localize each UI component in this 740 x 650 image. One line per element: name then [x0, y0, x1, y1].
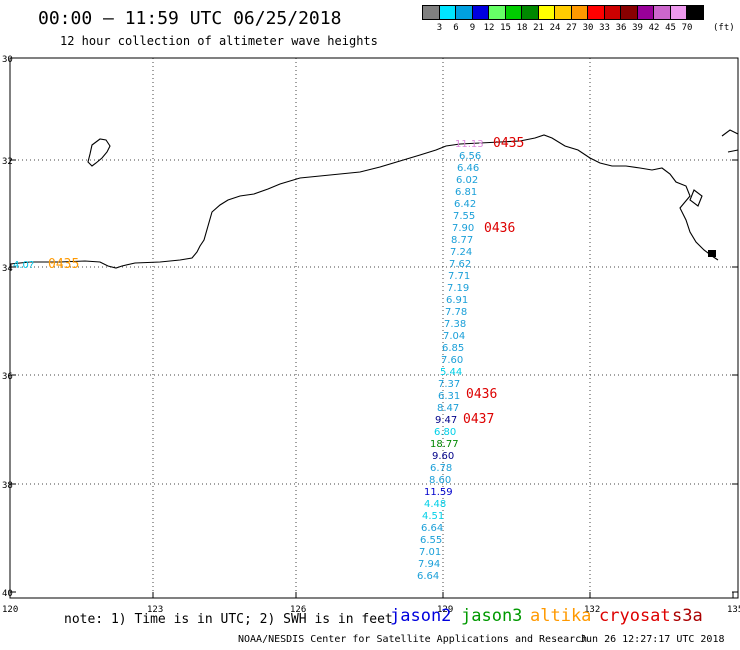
wave-height-value-west: 4.0?: [13, 260, 34, 271]
longitude-label: 129: [437, 605, 453, 615]
color-scale-label: 30: [582, 23, 594, 33]
wave-height-value: 7.94: [418, 559, 440, 570]
color-scale-label: 3: [436, 23, 443, 33]
color-scale-label: 27: [566, 23, 577, 33]
pass-time-label: 0435: [493, 136, 524, 151]
latitude-label: 32: [2, 157, 13, 167]
coastline-main: [9, 134, 719, 269]
wave-height-value: 6.55: [420, 535, 442, 546]
longitude-labels: 120 123 126 129 132 135: [2, 605, 740, 615]
wave-height-value: 18.77: [430, 439, 459, 450]
color-scale-label: 15: [500, 23, 511, 33]
generated-timestamp: Jun 26 12:27:17 UTC 2018: [580, 634, 725, 645]
color-scale-label: 24: [549, 23, 561, 33]
wave-height-value: 7.78: [445, 307, 467, 318]
wave-height-value: 7.37: [438, 379, 460, 390]
wave-height-value: 6.64: [421, 523, 443, 534]
color-scale-label: 45: [665, 23, 676, 33]
color-scale-bar: [422, 5, 704, 20]
latitude-labels: 30 32 34 36 38 40: [2, 55, 13, 599]
black-square-marker: [708, 250, 716, 257]
coastline-east-cape: [721, 129, 739, 137]
coastline: [9, 129, 739, 269]
altimeter-track-values: 6.566.466.026.816.427.557.908.777.247.62…: [13, 136, 524, 582]
legend-jason3: jason3: [461, 606, 523, 626]
latitude-label: 38: [2, 481, 13, 491]
longitude-label: 120: [2, 605, 18, 615]
wave-height-value: 6.85: [442, 343, 464, 354]
color-scale-label: 39: [632, 23, 643, 33]
longitude-label: 132: [584, 605, 600, 615]
wave-height-value: 4.48: [424, 499, 446, 510]
wave-height-value: 7.04: [443, 331, 465, 342]
wave-height-value: 9.47: [435, 415, 457, 426]
longitude-label: 135: [727, 605, 740, 615]
color-scale-label: 36: [615, 23, 627, 33]
wave-height-value: 6.46: [457, 163, 479, 174]
wave-height-value: 6.31: [438, 391, 460, 402]
wave-height-value: 9.60: [432, 451, 454, 462]
wave-height-value: 7.38: [444, 319, 466, 330]
wave-height-value: 8.47: [437, 403, 459, 414]
wave-height-value: 4.51: [422, 511, 444, 522]
color-scale-swatch: [686, 5, 704, 20]
wave-height-value: 6.91: [446, 295, 468, 306]
wave-height-value: 7.71: [448, 271, 470, 282]
latitude-label: 36: [2, 372, 13, 382]
wave-height-value: 6.78: [430, 463, 452, 474]
color-scale-unit: (ft): [713, 23, 735, 33]
wave-height-value: 7.60: [441, 355, 463, 366]
legend-s3a: s3a: [672, 606, 703, 626]
map-title: 00:00 – 11:59 UTC 06/25/2018: [38, 8, 342, 29]
color-scale-label: 18: [516, 23, 528, 33]
wave-height-value: 7.19: [447, 283, 469, 294]
wave-height-value: 7.62: [449, 259, 471, 270]
color-scale-label: 33: [599, 23, 610, 33]
latitude-label: 30: [2, 55, 13, 65]
legend-cryosat: cryosat: [599, 606, 671, 626]
color-scale-label: 9: [469, 23, 476, 33]
wave-height-value: 11.59: [424, 487, 453, 498]
pass-time-label: 0436: [466, 387, 497, 402]
wave-height-value: 5.44: [440, 367, 462, 378]
wave-height-value: 6.56: [459, 151, 481, 162]
longitude-label: 126: [290, 605, 306, 615]
color-scale-labels: 3 6 9 12 15 18 21 24 27 30 33 36 39 42 45 70: [422, 23, 740, 35]
map-subtitle: 12 hour collection of altimeter wave hei…: [60, 34, 378, 48]
color-scale-label: 42: [648, 23, 660, 33]
wave-height-value: 7.01: [419, 547, 441, 558]
wave-height-value: 8.77: [451, 235, 473, 246]
coastline-east-cape-2: [727, 149, 739, 153]
footnote: note: 1) Time is in UTC; 2) SWH is in fe…: [64, 612, 393, 627]
credit-text: NOAA/NESDIS Center for Satellite Applica…: [238, 634, 588, 645]
wave-height-value: 6.80: [434, 427, 456, 438]
pass-time-label: 0436: [484, 221, 515, 236]
color-scale-label: 21: [533, 23, 544, 33]
latitude-label: 40: [2, 589, 13, 599]
legend-altika: altika: [530, 606, 592, 626]
pass-time-label: 0437: [463, 412, 494, 427]
longitude-label: 123: [147, 605, 163, 615]
color-scale-label: 12: [483, 23, 495, 33]
coastline-island: [87, 138, 111, 167]
wave-height-value: 6.64: [417, 571, 439, 582]
color-scale-label: 6: [453, 23, 459, 33]
wave-height-value: 7.55: [453, 211, 475, 222]
wave-height-value: 7.24: [450, 247, 472, 258]
map-frame: [9, 57, 739, 599]
map-grid: [9, 57, 738, 598]
pass-time-label: 0435: [48, 257, 79, 272]
coastline-east-bay: [689, 189, 703, 207]
wave-height-value-top: 11.13: [455, 139, 484, 150]
wave-height-value: 6.02: [456, 175, 478, 186]
wave-height-value: 7.90: [452, 223, 474, 234]
wave-height-value: 6.81: [455, 187, 477, 198]
wave-height-value: 6.42: [454, 199, 476, 210]
color-scale-label: 70: [681, 23, 693, 33]
legend-jason2: jason2: [390, 606, 452, 626]
latitude-label: 34: [2, 264, 13, 274]
wave-height-value: 8.60: [429, 475, 451, 486]
